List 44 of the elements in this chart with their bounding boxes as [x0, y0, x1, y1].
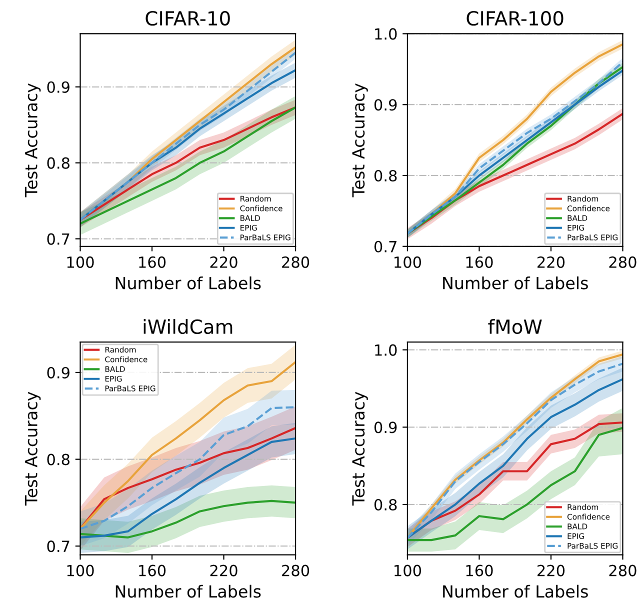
x-tick-label: 280 [282, 256, 310, 268]
x-tick-label: 160 [466, 564, 493, 576]
x-axis-title: Number of Labels [116, 276, 261, 290]
x-tick-label: 220 [538, 564, 565, 576]
chart-title: CIFAR-10 [146, 10, 230, 26]
x-axis-title: Number of Labels [443, 276, 588, 290]
line-series [80, 361, 296, 530]
x-tick-label: 220 [538, 256, 565, 268]
x-tick-label: 160 [466, 256, 493, 268]
y-axis-title: Test Accuracy [25, 83, 41, 198]
y-tick-label: 0.8 [374, 498, 397, 511]
x-tick-label: 280 [609, 564, 636, 576]
line-series [80, 437, 296, 538]
y-tick-label: 0.9 [47, 81, 70, 93]
y-axis-title: Test Accuracy [352, 83, 368, 198]
x-tick-label: 220 [210, 256, 238, 268]
x-tick-label: 220 [210, 564, 238, 576]
x-axis-title: Number of Labels [443, 584, 588, 598]
x-tick-label: 160 [139, 256, 166, 268]
x-tick-label: 100 [67, 564, 94, 576]
chart-title: fMoW [488, 318, 542, 334]
x-tick-label: 280 [609, 256, 636, 268]
y-axis-title: Test Accuracy [352, 392, 368, 506]
y-tick-label: 0.9 [374, 99, 397, 111]
y-tick-label: 0.8 [374, 170, 397, 182]
x-tick-label: 100 [67, 256, 94, 268]
x-axis-title: Number of Labels [116, 584, 261, 598]
y-tick-label: 0.8 [47, 157, 70, 169]
line-series [80, 500, 296, 538]
y-tick-label: 0.9 [374, 422, 397, 434]
y-tick-label: 1.0 [375, 344, 397, 356]
y-tick-label: 0.7 [47, 540, 70, 552]
chart-title: CIFAR-100 [466, 10, 564, 26]
y-tick-label: 0.7 [47, 233, 70, 245]
x-tick-label: 160 [139, 564, 166, 576]
chart-title: iWildCam [144, 318, 232, 334]
x-tick-label: 280 [282, 564, 310, 576]
x-tick-label: 100 [394, 256, 422, 268]
y-tick-label: 0.9 [47, 366, 70, 378]
y-tick-label: 0.8 [47, 454, 70, 466]
y-tick-label: 0.7 [374, 240, 396, 252]
y-tick-label: 1.0 [375, 28, 397, 40]
x-tick-label: 100 [394, 564, 422, 576]
y-axis-title: Test Accuracy [25, 392, 41, 506]
